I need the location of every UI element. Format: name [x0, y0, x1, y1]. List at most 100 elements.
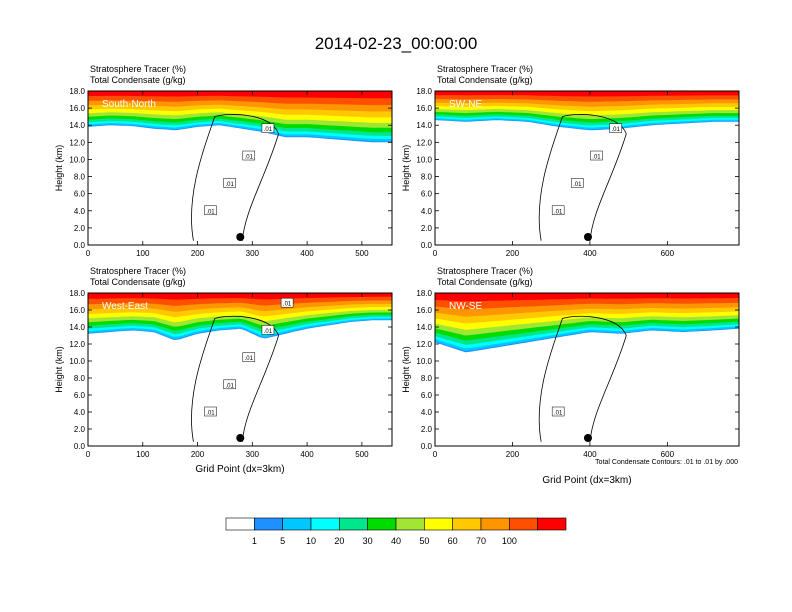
- y-tick-label: 14.0: [69, 121, 85, 130]
- contour-label: .01: [245, 155, 254, 161]
- y-tick-label: 16.0: [416, 306, 432, 315]
- y-tick-label: 0.0: [421, 442, 433, 451]
- y-tick-label: 10.0: [416, 155, 432, 164]
- y-tick-label: 10.0: [416, 357, 432, 366]
- contour-label-box: [280, 297, 294, 308]
- contour-label: .01: [206, 411, 215, 417]
- colorbar-swatch-5: [367, 517, 397, 531]
- tracer-field: .01 .01 .01 .01: [88, 91, 392, 241]
- colorbar-swatch-0: [225, 517, 255, 531]
- panel-south-north: .01 .01 .01 .01 0.0 2.0 4.0 6.0 8.0 10.0 12.0 14.0 1…: [54, 64, 393, 258]
- y-tick-label: 2.0: [74, 224, 86, 233]
- y-tick-label: 4.0: [421, 207, 433, 216]
- tracer-band-10: [88, 293, 392, 300]
- y-tick-label: 0.0: [74, 442, 86, 451]
- location-marker: [236, 434, 245, 442]
- x-tick-label: 300: [246, 450, 260, 459]
- contour-label: .01: [206, 209, 215, 215]
- contour-label-box: [571, 178, 584, 188]
- y-tick-label: 18.0: [69, 289, 85, 298]
- contour-label: .01: [611, 127, 620, 133]
- colorbar-label: 20: [334, 536, 344, 546]
- colorbar-swatch-11: [537, 517, 567, 531]
- y-tick-label: 14.0: [69, 323, 85, 332]
- colorbar-label: 10: [306, 536, 316, 546]
- y-axis-label: Height (km): [401, 346, 411, 393]
- y-tick-label: 16.0: [416, 104, 432, 113]
- y-tick-label: 6.0: [74, 190, 86, 199]
- x-tick-label: 200: [506, 249, 520, 258]
- y-tick-label: 8.0: [74, 173, 86, 182]
- colorbar-swatch-4: [339, 517, 368, 531]
- colorbar-label: 40: [391, 536, 401, 546]
- tracer-band-10: [435, 91, 739, 97]
- x-tick-label: 200: [506, 450, 520, 459]
- panel-nw-se: .01 0.0 2.0 4.0 6.0 8.0 10.0 12.0 14.0 16.0 18.0 0 2…: [401, 266, 740, 486]
- y-tick-label: 12.0: [69, 138, 85, 147]
- y-tick-label: 6.0: [421, 391, 433, 400]
- location-marker: [583, 434, 592, 442]
- y-tick-label: 12.0: [69, 340, 85, 349]
- x-axis-label: Grid Point (dx=3km): [542, 475, 631, 486]
- y-tick-label: 0.0: [74, 241, 86, 250]
- contour-label-box: [223, 178, 236, 188]
- y-tick-label: 10.0: [69, 357, 85, 366]
- x-tick-label: 400: [300, 450, 314, 459]
- colorbar-label: 60: [448, 536, 458, 546]
- panel-subtitle: Total Condensate (g/kg): [437, 277, 533, 287]
- x-tick-label: 500: [355, 450, 369, 459]
- contour-label: .01: [592, 155, 601, 161]
- panel-label: West-East: [102, 301, 148, 312]
- contour-label: .01: [225, 383, 234, 389]
- x-tick-label: 600: [661, 450, 675, 459]
- y-tick-label: 10.0: [69, 155, 85, 164]
- tracer-field: .01 .01 .01 .01: [435, 91, 739, 241]
- x-tick-label: 100: [136, 450, 150, 459]
- x-tick-label: 100: [136, 249, 150, 258]
- y-tick-label: 18.0: [416, 87, 432, 96]
- colorbar-label: 30: [363, 536, 373, 546]
- contour-label-box: [204, 406, 217, 417]
- x-tick-label: 0: [433, 249, 438, 258]
- contour-label: .01: [245, 356, 254, 362]
- contour-label-box: [609, 123, 622, 133]
- x-tick-label: 400: [300, 249, 314, 258]
- plot-frame: [434, 292, 740, 447]
- contour-label: .01: [264, 329, 273, 335]
- tracer-field: .01 .01 .01 .01 .01: [88, 293, 392, 442]
- location-marker: [236, 233, 245, 241]
- panel-title: Stratosphere Tracer (%): [90, 64, 186, 74]
- panel-subtitle: Total Condensate (g/kg): [437, 75, 533, 85]
- y-tick-label: 4.0: [74, 408, 86, 417]
- colorbar-swatch-8: [452, 517, 482, 531]
- plot-frame: [87, 90, 393, 246]
- y-tick-label: 2.0: [421, 425, 433, 434]
- figure-title: 2014-02-23_00:00:00: [315, 34, 478, 53]
- contour-label-box: [223, 379, 236, 390]
- condensate-contour: [191, 315, 280, 442]
- panel-west-east: .01 .01 .01 .01 .01 0.0 2.0 4.0 6.0 8.0 10.0 12.0 14…: [54, 266, 393, 475]
- colorbar: 1 5 10 20 30 40 50 60 70 100: [225, 517, 567, 546]
- tracer-field: .01: [435, 293, 739, 442]
- y-tick-label: 14.0: [416, 323, 432, 332]
- contour-label: .01: [554, 411, 563, 417]
- colorbar-swatch-10: [509, 517, 538, 531]
- y-tick-label: 2.0: [74, 425, 86, 434]
- y-tick-label: 8.0: [421, 374, 433, 383]
- colorbar-label: 100: [502, 536, 517, 546]
- y-tick-label: 6.0: [421, 190, 433, 199]
- y-axis-label: Height (km): [54, 346, 64, 393]
- x-tick-label: 400: [583, 249, 597, 258]
- y-axis-label: Height (km): [54, 145, 64, 192]
- panels: .01 .01 .01 .01 0.0 2.0 4.0 6.0 8.0 10.0 12.0 14.0 1…: [54, 64, 740, 486]
- contour-label: .01: [283, 302, 292, 308]
- location-marker: [583, 233, 592, 241]
- y-tick-label: 14.0: [416, 121, 432, 130]
- panel-label: NW-SE: [449, 301, 482, 312]
- x-tick-label: 200: [191, 450, 205, 459]
- condensate-contour: [538, 315, 627, 442]
- y-tick-label: 6.0: [74, 391, 86, 400]
- y-tick-label: 16.0: [69, 306, 85, 315]
- panel-label: South-North: [102, 99, 156, 110]
- x-tick-label: 0: [86, 249, 91, 258]
